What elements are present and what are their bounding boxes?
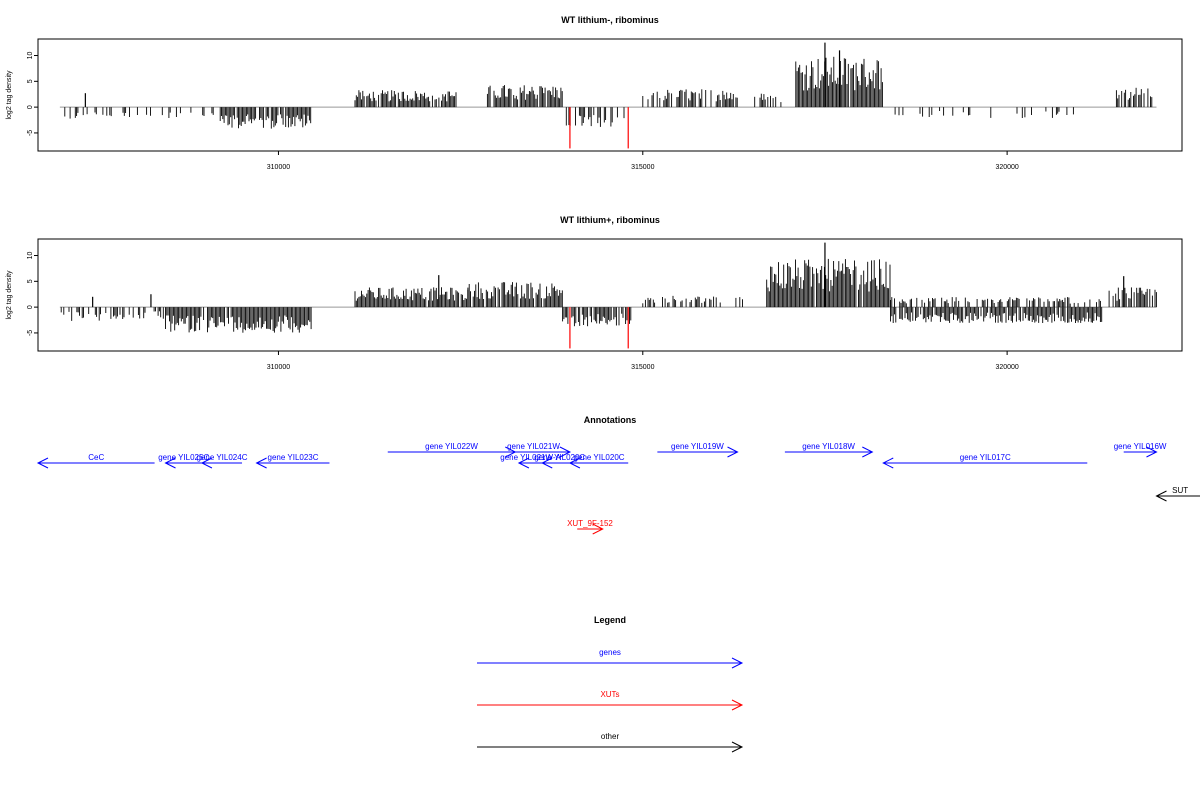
feature-label: gene YIL017C xyxy=(960,453,1011,462)
feature-gene: gene YIL018W xyxy=(784,442,874,458)
legend: Legend genes XUTs other xyxy=(477,615,744,753)
feature-arrowhead xyxy=(1146,446,1158,458)
y-tick-label: 10 xyxy=(27,252,34,260)
feature-label: gene YIL023C xyxy=(268,453,319,462)
feature-label: SUT xyxy=(1172,486,1188,495)
feature-gene: CeC xyxy=(36,453,155,469)
feature-label: gene YIL020C xyxy=(574,453,625,462)
track-lithium-minus: WT lithium-, ribominus log2 tag density … xyxy=(6,15,1183,171)
feature-arrowhead xyxy=(1155,490,1167,502)
feature-label: gene YIL021W-A xyxy=(500,453,561,462)
legend-item: genes xyxy=(477,648,744,669)
plot-frame xyxy=(37,238,1183,352)
annotations-title: Annotations xyxy=(584,415,637,425)
feature-gene: gene YIL021W-A xyxy=(500,453,562,469)
feature-arrowhead xyxy=(592,523,604,535)
x-tick-label: 310000 xyxy=(267,364,290,371)
feature-gene: gene YIL025C xyxy=(158,453,209,469)
feature-arrowhead xyxy=(255,457,267,469)
feature-arrowhead xyxy=(517,457,530,469)
plot-frame xyxy=(37,38,1183,152)
axis-layer: -5 0 5 10 310000 315000 320000 xyxy=(27,252,1019,371)
x-tick-label: 315000 xyxy=(631,364,654,371)
feature-label: gene YIL021W xyxy=(507,442,560,451)
legend-label: XUTs xyxy=(600,690,619,699)
feature-other: SUT xyxy=(1155,486,1200,502)
feature-label: XUT_9F-152 xyxy=(567,519,613,528)
feature-gene: gene YIL019W xyxy=(657,442,739,458)
feature-gene: gene YIL020C xyxy=(568,453,629,469)
feature-arrowhead xyxy=(541,457,553,469)
feature-arrowhead xyxy=(36,457,49,469)
legend-items: genes XUTs other xyxy=(477,648,744,753)
feature-label: gene YIL018W xyxy=(802,442,855,451)
feature-gene: gene YIL024C xyxy=(196,453,248,469)
y-tick-label: 5 xyxy=(27,279,34,283)
feature-gene: gene YIL023C xyxy=(255,453,330,469)
feature-arrowhead xyxy=(882,457,894,469)
bar-layer xyxy=(59,242,1157,349)
feature-gene: gene YIL021W xyxy=(497,442,572,458)
feature-label: gene YIL020C xyxy=(534,453,585,462)
legend-label: genes xyxy=(599,648,621,657)
feature-arrowhead xyxy=(568,457,581,469)
bar-layer xyxy=(59,42,1157,149)
legend-item: XUTs xyxy=(477,690,744,711)
feature-gene: gene YIL022W xyxy=(387,442,517,458)
y-tick-label: -5 xyxy=(27,130,34,136)
feature-label: gene YIL024C xyxy=(196,453,247,462)
feature-arrowhead xyxy=(559,446,572,458)
feature-label: gene YIL019W xyxy=(671,442,724,451)
legend-item: other xyxy=(477,732,744,753)
y-tick-label: 0 xyxy=(27,105,34,109)
y-tick-label: -5 xyxy=(27,330,34,336)
legend-arrowhead xyxy=(731,741,744,753)
feature-arrowhead xyxy=(200,457,213,469)
y-tick-label: 10 xyxy=(27,52,34,60)
axis-layer: -5 0 5 10 310000 315000 320000 xyxy=(27,52,1019,171)
feature-label: gene YIL025C xyxy=(158,453,209,462)
y-axis-label: log2 tag density xyxy=(6,270,13,320)
feature-label: CeC xyxy=(88,453,104,462)
feature-arrowhead xyxy=(164,457,176,469)
legend-arrowhead xyxy=(731,657,744,669)
legend-label: other xyxy=(601,732,620,741)
feature-xut: XUT_9F-152 xyxy=(567,519,613,535)
feature-gene: gene YIL017C xyxy=(882,453,1088,469)
track-title: WT lithium+, ribominus xyxy=(560,215,660,225)
track-lithium-plus: WT lithium+, ribominus log2 tag density … xyxy=(6,215,1183,371)
x-tick-label: 320000 xyxy=(995,164,1018,171)
y-tick-label: 0 xyxy=(27,305,34,309)
feature-label: gene YIL022W xyxy=(425,442,478,451)
x-tick-label: 320000 xyxy=(995,364,1018,371)
legend-title: Legend xyxy=(594,615,626,625)
legend-arrowhead xyxy=(731,699,744,711)
track-title: WT lithium-, ribominus xyxy=(561,15,659,25)
y-axis-label: log2 tag density xyxy=(6,70,13,120)
feature-arrowhead xyxy=(727,446,739,458)
feature-arrowhead xyxy=(862,446,874,458)
feature-label: gene YIL016W xyxy=(1114,442,1167,451)
x-tick-label: 315000 xyxy=(631,164,654,171)
x-tick-label: 310000 xyxy=(267,164,290,171)
feature-gene: gene YIL016W xyxy=(1114,442,1167,458)
y-tick-label: 5 xyxy=(27,79,34,83)
